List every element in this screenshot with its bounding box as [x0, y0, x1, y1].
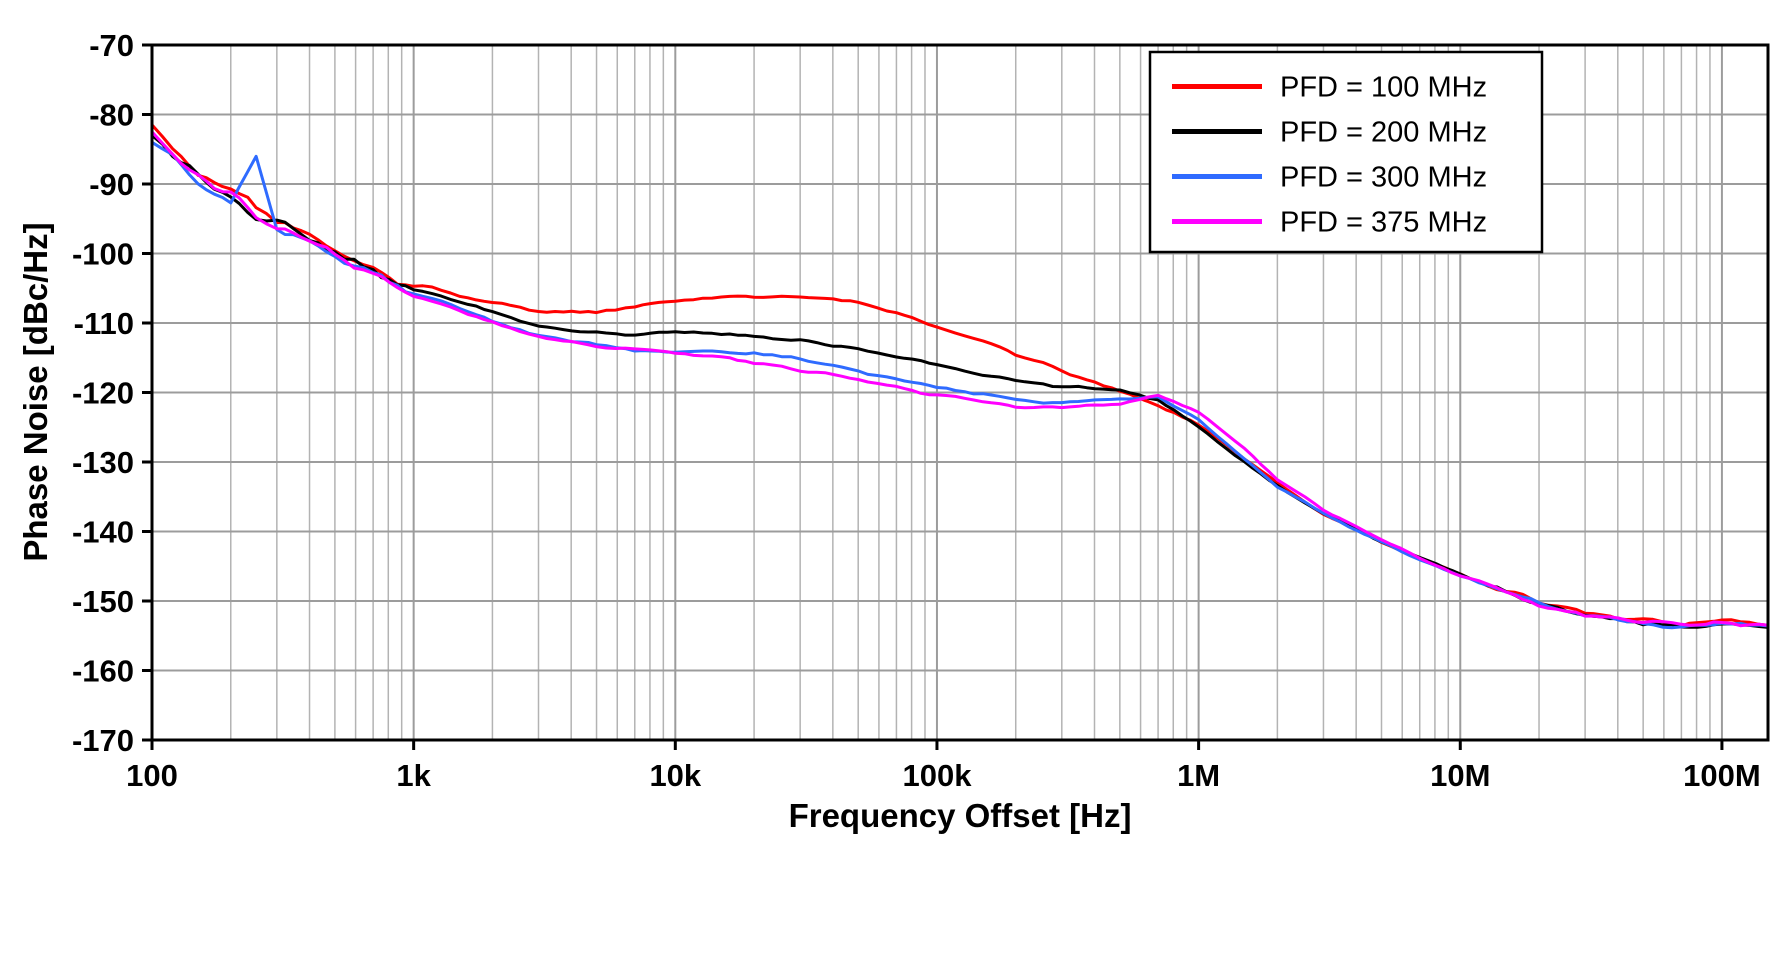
legend: PFD = 100 MHz PFD = 200 MHz PFD = 300 MHz P…: [1148, 50, 1544, 254]
y-tick-label: -90: [89, 167, 134, 202]
x-tick-label: 1k: [396, 758, 431, 793]
x-tick-label: 10M: [1430, 758, 1490, 793]
legend-label: PFD = 200 MHz: [1280, 117, 1487, 149]
y-tick-label: -110: [74, 306, 134, 341]
axis-ticks: 100 1k 10k 100k 1M 10M 100M -70 -80 -90 -100 -110 -1…: [72, 28, 1761, 793]
x-tick-label: 10k: [649, 758, 701, 793]
y-tick-label: -150: [72, 584, 134, 619]
legend-label: PFD = 375 MHz: [1280, 207, 1487, 239]
y-tick-label: -120: [72, 376, 134, 411]
y-tick-label: -130: [72, 445, 134, 480]
x-tick-label: 100M: [1683, 758, 1761, 793]
y-tick-label: -140: [72, 515, 134, 550]
x-tick-label: 1M: [1177, 758, 1220, 793]
y-tick-label: -80: [89, 98, 134, 133]
y-tick-label: -100: [72, 237, 134, 272]
y-axis-title: Phase Noise [dBc/Hz]: [17, 222, 54, 562]
legend-label: PFD = 300 MHz: [1280, 162, 1487, 194]
x-axis-title: Frequency Offset [Hz]: [788, 797, 1132, 834]
series-curves: [152, 123, 1768, 630]
y-tick-label: -160: [72, 654, 134, 689]
y-tick-label: -170: [72, 723, 134, 758]
series-curve-4: [152, 130, 1768, 628]
x-tick-label: 100: [126, 758, 178, 793]
x-tick-label: 100k: [902, 758, 972, 793]
legend-label: PFD = 100 MHz: [1280, 72, 1487, 104]
y-tick-label: -70: [89, 28, 134, 63]
